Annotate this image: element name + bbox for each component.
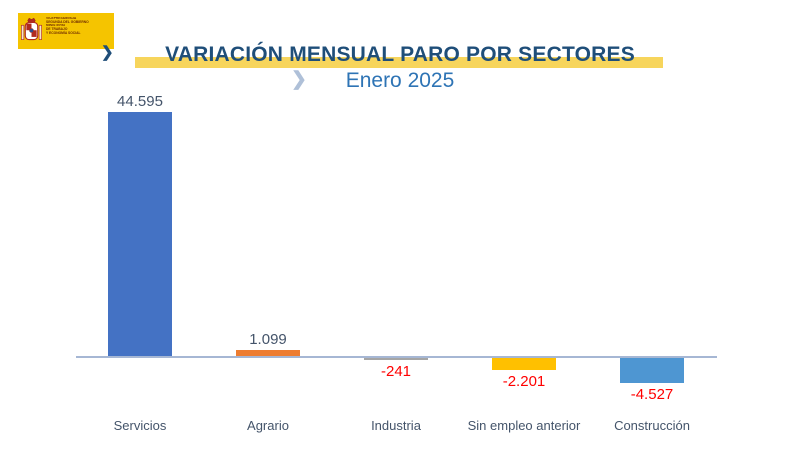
bar-industria xyxy=(364,358,428,360)
category-label: Agrario xyxy=(247,418,289,433)
chart-subtitle: Enero 2025 xyxy=(345,69,455,92)
logo-ministry-text: MINISTERIO DE TRABAJO Y ECONOMÍA SOCIAL xyxy=(46,24,81,35)
ministry-logo: VICEPRESIDENCIA SEGUNDA DEL GOBIERNO MIN… xyxy=(18,13,114,49)
bar-agrario xyxy=(236,349,300,356)
title-highlight-band xyxy=(135,57,663,68)
bar-value-label: -2.201 xyxy=(502,373,546,391)
bar-construcción xyxy=(620,358,684,383)
bar-value-label: 44.595 xyxy=(117,93,163,110)
bar-value-label: -4.527 xyxy=(630,385,674,403)
page-title: VARIACIÓN MENSUAL PARO POR SECTORES xyxy=(165,43,635,66)
title-chevron-icon: ❯ xyxy=(101,44,114,61)
category-label: Industria xyxy=(371,418,421,433)
logo-department-text: VICEPRESIDENCIA SEGUNDA DEL GOBIERNO xyxy=(46,17,89,25)
bar-value-label: -241 xyxy=(380,362,412,380)
spain-coat-of-arms-icon xyxy=(21,17,42,41)
bar-servicios xyxy=(108,112,172,356)
bar-sin-empleo-anterior xyxy=(492,358,556,371)
x-axis-line xyxy=(76,356,717,358)
category-label: Construcción xyxy=(614,418,690,433)
category-label: Servicios xyxy=(113,418,167,433)
category-label: Sin empleo anterior xyxy=(467,418,581,433)
bar-value-label: 1.099 xyxy=(249,330,287,348)
subtitle-chevron-icon: ❯ xyxy=(291,69,307,90)
bar-chart: 44.595 Servicios 1.099 Agrario -241 Industria… xyxy=(76,90,717,440)
subtitle-row: ❯ Enero 2025 xyxy=(0,69,800,93)
